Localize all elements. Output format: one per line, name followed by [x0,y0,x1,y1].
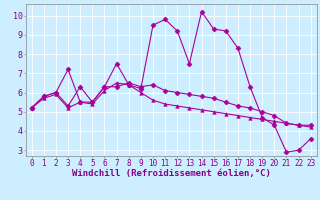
X-axis label: Windchill (Refroidissement éolien,°C): Windchill (Refroidissement éolien,°C) [72,169,271,178]
